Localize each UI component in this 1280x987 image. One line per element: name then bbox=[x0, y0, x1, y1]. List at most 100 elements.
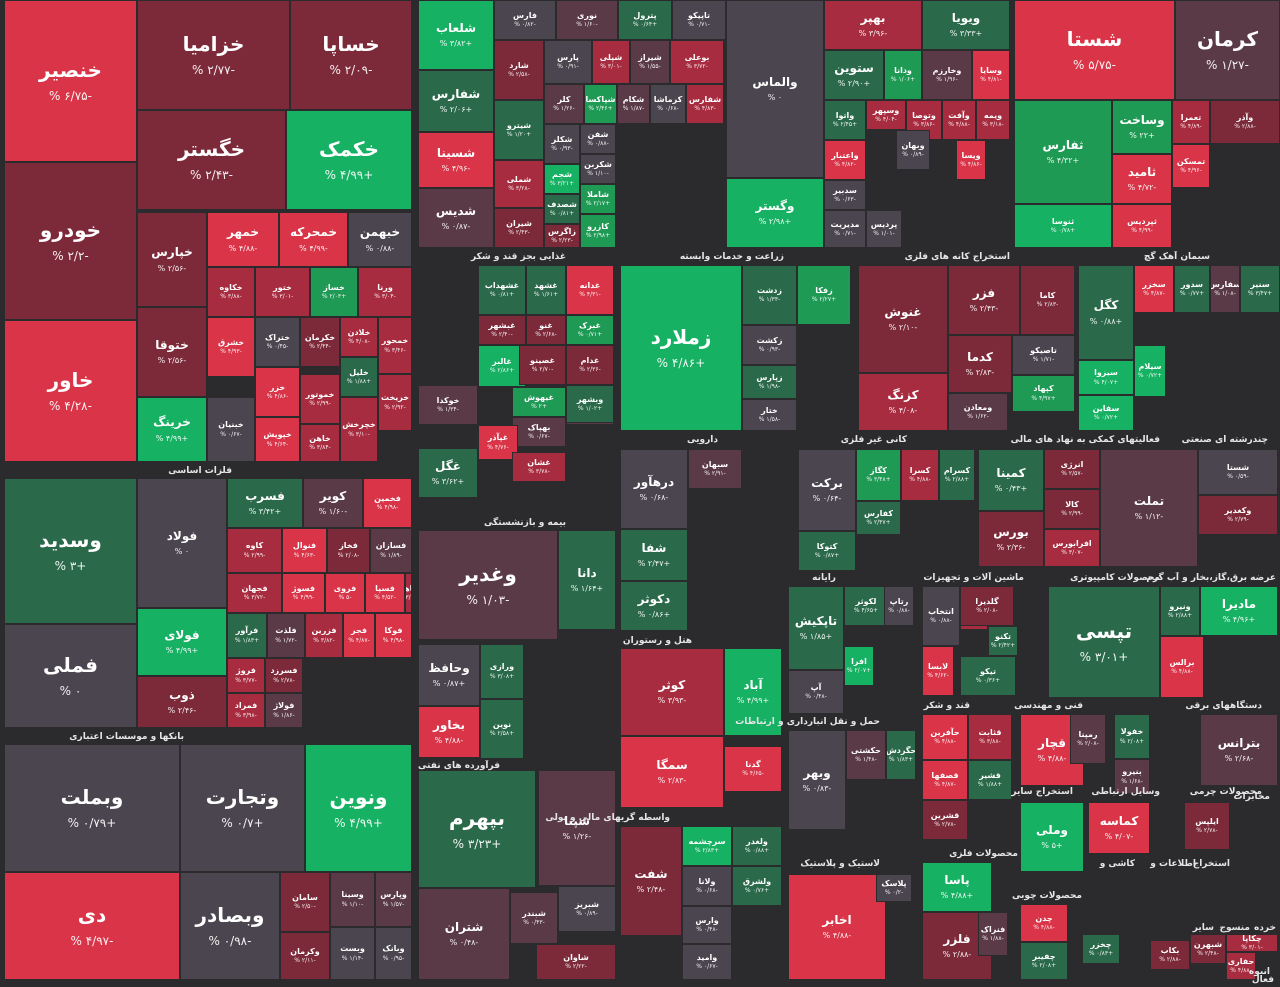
heatmap-tile[interactable]: والماس ۰ % bbox=[726, 0, 824, 178]
heatmap-tile[interactable]: خکاوه -۳/۸۸ % bbox=[207, 267, 255, 317]
heatmap-tile[interactable]: غگل +۳/۶۲ % bbox=[418, 448, 478, 498]
heatmap-tile[interactable]: قثابت -۳/۸۸ % bbox=[968, 714, 1012, 760]
heatmap-tile[interactable]: انتخاب -۰/۸۸ % bbox=[922, 586, 960, 646]
heatmap-tile[interactable]: لکوثر +۴/۶۵ % bbox=[844, 586, 888, 626]
heatmap-tile[interactable]: کلر -۱/۲۶ % bbox=[544, 84, 584, 124]
heatmap-tile[interactable]: ومعادن -۱/۶۲ % bbox=[948, 393, 1008, 431]
heatmap-tile[interactable]: ورازی +۳/۰۸ % bbox=[480, 644, 524, 699]
heatmap-tile[interactable]: چفیبر +۲/۰۸ % bbox=[1020, 942, 1068, 980]
heatmap-tile[interactable]: خساپا -۲/۰۹ % bbox=[290, 0, 412, 110]
heatmap-tile[interactable]: چدن -۴/۸۸ % bbox=[1020, 904, 1068, 942]
heatmap-tile[interactable]: خلیل +۱/۸۸ % bbox=[340, 357, 378, 397]
heatmap-tile[interactable]: لابسا -۴/۶۲ % bbox=[922, 646, 954, 696]
heatmap-tile[interactable]: ختار -۱/۵۸ % bbox=[742, 399, 797, 431]
heatmap-tile[interactable]: ودانا +۱/۰۶ % bbox=[884, 50, 922, 100]
heatmap-tile[interactable]: خودرو -۲/۲ % bbox=[4, 162, 137, 320]
heatmap-tile[interactable]: وکرمان -۲/۱۱ % bbox=[280, 932, 330, 980]
heatmap-tile[interactable]: تملت -۱/۱۲ % bbox=[1100, 449, 1198, 567]
heatmap-tile[interactable]: تیکو +۰/۳۶ % bbox=[960, 656, 1016, 696]
heatmap-tile[interactable]: برکت -۰/۶۴ % bbox=[798, 449, 856, 531]
heatmap-tile[interactable]: وتجارت +۰/۷ % bbox=[180, 744, 305, 872]
heatmap-tile[interactable]: شیترو +۱/۲۰ % bbox=[494, 100, 544, 160]
heatmap-tile[interactable]: وگستر +۲/۹۸ % bbox=[726, 178, 824, 248]
heatmap-tile[interactable]: حآفرین -۴/۸۸ % bbox=[922, 714, 968, 760]
heatmap-tile[interactable]: کاوه -۲/۹۹ % bbox=[227, 528, 282, 573]
heatmap-tile[interactable]: برالس -۴/۸۸ % bbox=[1160, 636, 1204, 698]
heatmap-tile[interactable]: سمگا -۲/۸۳ % bbox=[620, 736, 724, 808]
heatmap-tile[interactable]: زاگرس -۲/۲۳ % bbox=[544, 224, 580, 248]
heatmap-tile[interactable]: قشرین -۲/۷۸ % bbox=[922, 800, 968, 840]
heatmap-tile[interactable]: وسایا -۴/۸۱ % bbox=[972, 50, 1010, 100]
heatmap-tile[interactable]: خشرق -۴/۹۳ % bbox=[207, 317, 255, 377]
heatmap-tile[interactable]: شفارس -۴/۸۳ % bbox=[686, 84, 724, 124]
heatmap-tile[interactable]: پترول +۰/۶۴ % bbox=[618, 0, 672, 40]
heatmap-tile[interactable]: شکام -۱/۸۷ % bbox=[617, 84, 650, 124]
heatmap-tile[interactable]: کگل +۰/۸۸ % bbox=[1078, 265, 1134, 360]
heatmap-tile[interactable]: شپنا -۱/۲۶ % bbox=[538, 770, 616, 886]
heatmap-tile[interactable]: شستا -۵/۷۵ % bbox=[1014, 0, 1175, 100]
heatmap-tile[interactable]: فنراک -۱/۸۸ % bbox=[978, 912, 1008, 956]
heatmap-tile[interactable]: شسینا -۴/۹۶ % bbox=[418, 132, 494, 188]
heatmap-tile[interactable]: فزرین -۳/۸۲ % bbox=[305, 613, 343, 658]
heatmap-tile[interactable]: شبهرن -۲/۴۸ % bbox=[1190, 934, 1226, 964]
heatmap-tile[interactable]: کزنگ -۴/۰۸ % bbox=[858, 373, 948, 431]
heatmap-tile[interactable]: کرمان -۱/۲۷ % bbox=[1175, 0, 1280, 100]
heatmap-tile[interactable]: خبنیان -۰/۶۷ % bbox=[207, 397, 255, 462]
heatmap-tile[interactable]: ثامید -۴/۷۲ % bbox=[1112, 154, 1172, 204]
heatmap-tile[interactable]: خکرمان -۲/۴۴ % bbox=[300, 317, 340, 367]
heatmap-tile[interactable]: فارس -۰/۸۲ % bbox=[494, 0, 556, 40]
heatmap-tile[interactable]: خریخت -۲/۹۲ % bbox=[378, 374, 412, 431]
heatmap-tile[interactable]: سیزوا +۴/۰۷ % bbox=[1078, 360, 1134, 395]
heatmap-tile[interactable]: تمسکن -۴/۹۶ % bbox=[1172, 144, 1210, 188]
heatmap-tile[interactable]: خساز +۲/۰۳ % bbox=[310, 267, 358, 317]
heatmap-tile[interactable]: ولشرق +۰/۷۶ % bbox=[732, 866, 782, 906]
heatmap-tile[interactable]: مدیریت -۰/۷۱ % bbox=[824, 210, 866, 248]
heatmap-tile[interactable]: خنصیر -۶/۷۵ % bbox=[4, 0, 137, 162]
heatmap-tile[interactable]: وحافظ +۰/۸۷ % bbox=[418, 644, 480, 706]
heatmap-tile[interactable]: آباد +۴/۹۹ % bbox=[724, 648, 782, 736]
heatmap-tile[interactable]: رتاپ -۰/۸۸ % bbox=[884, 586, 914, 626]
heatmap-tile[interactable]: سنیر +۳/۴۷ % bbox=[1240, 265, 1280, 313]
heatmap-tile[interactable]: فولاژ -۱/۸۶ % bbox=[265, 693, 303, 728]
heatmap-tile[interactable]: وغدیر -۱/۰۳ % bbox=[418, 530, 558, 640]
heatmap-tile[interactable]: بکاب -۲/۸۸ % bbox=[1150, 940, 1190, 970]
heatmap-tile[interactable]: قشیر +۱/۸۸ % bbox=[968, 760, 1012, 800]
heatmap-tile[interactable]: وامید -۰/۶۷ % bbox=[682, 944, 732, 980]
heatmap-tile[interactable]: غنوش -۲/۱۰ % bbox=[858, 265, 948, 373]
heatmap-tile[interactable]: شستا -۰/۵۹ % bbox=[1198, 449, 1278, 495]
heatmap-tile[interactable]: ویمه -۳/۱۸ % bbox=[976, 100, 1010, 140]
heatmap-tile[interactable]: کوثر -۳/۹۳ % bbox=[620, 648, 724, 736]
heatmap-tile[interactable]: خمهر -۴/۸۸ % bbox=[207, 212, 279, 267]
heatmap-tile[interactable]: فملی ۰ % bbox=[4, 624, 137, 728]
heatmap-tile[interactable]: خاهن -۳/۸۴ % bbox=[300, 424, 340, 462]
heatmap-tile[interactable]: سدبیر -۰/۶۳ % bbox=[824, 180, 866, 210]
heatmap-tile[interactable]: پلاسک -۰/۲ % bbox=[876, 874, 912, 902]
heatmap-tile[interactable]: نوری -۱/۶۰ % bbox=[556, 0, 618, 40]
heatmap-tile[interactable]: سرچشمه +۲/۸۳ % bbox=[682, 826, 732, 866]
heatmap-tile[interactable]: ستوین +۲/۹۰ % bbox=[824, 50, 884, 100]
heatmap-tile[interactable]: فجهان -۳/۷۲ % bbox=[227, 573, 282, 613]
heatmap-tile[interactable]: بهپر -۳/۹۶ % bbox=[824, 0, 922, 50]
heatmap-tile[interactable]: کاما -۲/۸۳ % bbox=[1020, 265, 1075, 335]
heatmap-tile[interactable]: بورس -۲/۳۶ % bbox=[978, 511, 1044, 567]
heatmap-tile[interactable]: درهآور -۰/۶۸ % bbox=[620, 449, 688, 529]
heatmap-tile[interactable]: سبهان -۲/۹۱ % bbox=[688, 449, 742, 489]
heatmap-tile[interactable]: واتوا +۲/۴۵ % bbox=[824, 100, 866, 140]
heatmap-tile[interactable]: وسینا -۱/۱۰ % bbox=[330, 872, 375, 927]
heatmap-tile[interactable]: شصدف +۰/۸۱ % bbox=[544, 194, 580, 224]
heatmap-tile[interactable]: تاپکیش +۱/۸۵ % bbox=[788, 586, 844, 670]
heatmap-tile[interactable]: سدور +۰/۷۷ % bbox=[1174, 265, 1210, 313]
heatmap-tile[interactable]: وبملت +۰/۷۹ % bbox=[4, 744, 180, 872]
heatmap-tile[interactable]: وبصادر -۰/۹۸ % bbox=[180, 872, 280, 980]
heatmap-tile[interactable]: زفکا +۲/۲۷ % bbox=[797, 265, 851, 325]
heatmap-tile[interactable]: خوکدا -۱/۳۴ % bbox=[418, 385, 478, 425]
heatmap-tile[interactable]: وآذر -۲/۸۸ % bbox=[1210, 100, 1280, 144]
heatmap-tile[interactable]: فنوال -۴/۶۳ % bbox=[282, 528, 327, 573]
heatmap-tile[interactable]: شتران -۰/۴۸ % bbox=[418, 888, 510, 980]
heatmap-tile[interactable]: فباهنر-۳/۹۲ % bbox=[405, 573, 412, 613]
heatmap-tile[interactable]: خکمک +۴/۹۹ % bbox=[286, 110, 412, 210]
heatmap-tile[interactable]: فلذت -۱/۷۲ % bbox=[267, 613, 305, 658]
heatmap-tile[interactable]: خفولا +۲/۰۸ % bbox=[1114, 714, 1150, 759]
heatmap-tile[interactable]: تعمرا -۴/۸۹ % bbox=[1172, 100, 1210, 144]
heatmap-tile[interactable]: کسرا -۴/۸۸ % bbox=[901, 449, 939, 501]
